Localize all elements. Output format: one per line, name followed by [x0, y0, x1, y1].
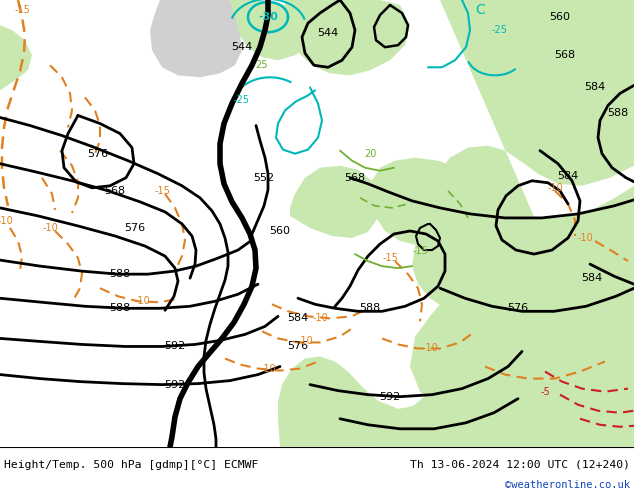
Polygon shape [370, 0, 634, 447]
Polygon shape [378, 405, 460, 447]
Text: 592: 592 [164, 380, 186, 390]
Polygon shape [398, 0, 634, 447]
Text: 568: 568 [555, 50, 576, 60]
Polygon shape [285, 0, 410, 75]
Text: 576: 576 [507, 303, 529, 313]
Text: 544: 544 [318, 28, 339, 38]
Polygon shape [150, 0, 242, 77]
Text: 588: 588 [110, 303, 131, 313]
Polygon shape [0, 25, 32, 90]
Text: -25: -25 [492, 25, 508, 35]
Text: -10: -10 [312, 313, 328, 323]
Text: 588: 588 [110, 269, 131, 279]
Text: 552: 552 [254, 173, 275, 183]
Text: 592: 592 [379, 392, 401, 402]
Polygon shape [290, 166, 380, 238]
Text: ©weatheronline.co.uk: ©weatheronline.co.uk [505, 480, 630, 490]
Text: Th 13-06-2024 12:00 UTC (12+240): Th 13-06-2024 12:00 UTC (12+240) [410, 460, 630, 470]
Text: -10: -10 [0, 216, 13, 226]
Text: 25: 25 [256, 60, 268, 70]
Text: -10: -10 [297, 337, 313, 346]
Text: -10: -10 [577, 233, 593, 243]
Text: 584: 584 [557, 171, 579, 181]
Text: 588: 588 [607, 108, 629, 119]
Text: 576: 576 [124, 223, 146, 233]
Text: 588: 588 [359, 303, 380, 313]
Text: 568: 568 [344, 173, 366, 183]
Text: -10: -10 [260, 364, 276, 373]
Text: 560: 560 [269, 226, 290, 236]
Text: -10: -10 [134, 296, 150, 306]
Text: -15: -15 [412, 246, 428, 256]
Text: -30: -30 [258, 12, 278, 22]
Text: 584: 584 [287, 313, 309, 323]
Text: 592: 592 [164, 342, 186, 351]
Text: -10: -10 [42, 223, 58, 233]
Text: 568: 568 [105, 186, 126, 196]
Text: 584: 584 [585, 82, 605, 93]
Text: -10: -10 [422, 343, 438, 353]
Text: -10: -10 [547, 183, 563, 193]
Text: C: C [475, 3, 485, 17]
Text: -5: -5 [540, 387, 550, 396]
Text: 560: 560 [550, 12, 571, 22]
Text: 584: 584 [581, 273, 603, 283]
Text: Height/Temp. 500 hPa [gdmp][°C] ECMWF: Height/Temp. 500 hPa [gdmp][°C] ECMWF [4, 460, 259, 470]
Text: -15: -15 [382, 253, 398, 263]
Polygon shape [278, 357, 634, 447]
Text: 576: 576 [87, 148, 108, 159]
Text: -15: -15 [154, 186, 170, 196]
Text: 576: 576 [287, 342, 309, 351]
Text: -25: -25 [234, 96, 250, 105]
Text: 20: 20 [364, 148, 376, 159]
Text: -15: -15 [14, 5, 30, 15]
Polygon shape [230, 0, 315, 60]
Text: 544: 544 [231, 42, 252, 52]
